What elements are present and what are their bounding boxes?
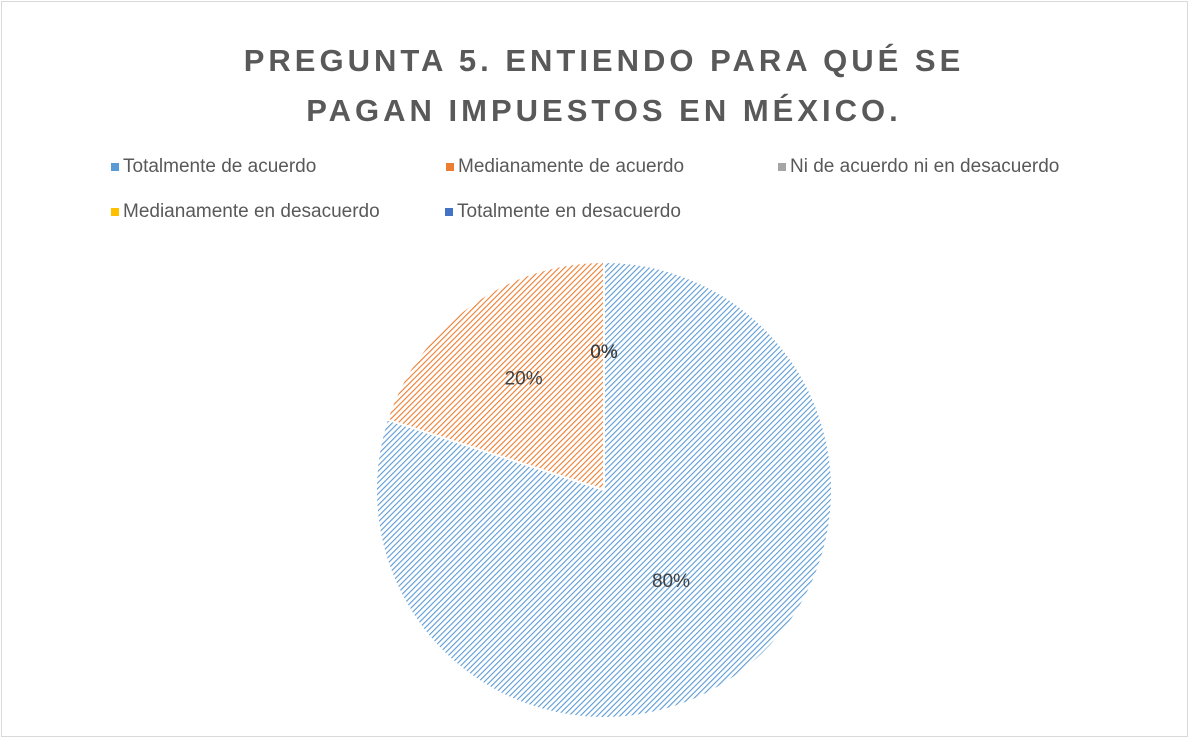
data-label: 80% [652, 571, 690, 592]
legend-label: Ni de acuerdo ni en desacuerdo [790, 156, 1059, 177]
data-label: 0% [590, 342, 618, 363]
pie-slice [385, 260, 605, 492]
legend-label: Medianamente de acuerdo [458, 156, 684, 177]
legend-marker [111, 208, 119, 216]
chart-title: PREGUNTA 5. ENTIENDO PARA QUÉ SE PAGAN I… [243, 43, 965, 128]
legend-marker [778, 163, 786, 171]
data-label: 0% [590, 342, 618, 363]
legend-marker [446, 163, 454, 171]
legend-marker [111, 163, 119, 171]
data-label: 0% [590, 342, 618, 363]
data-label: 20% [505, 368, 543, 389]
legend-label: Totalmente de acuerdo [123, 156, 316, 177]
legend-marker [445, 208, 453, 216]
legend-label: Totalmente en desacuerdo [457, 201, 681, 222]
pie-slice [375, 260, 833, 719]
legend-label: Medianamente en desacuerdo [123, 201, 380, 222]
